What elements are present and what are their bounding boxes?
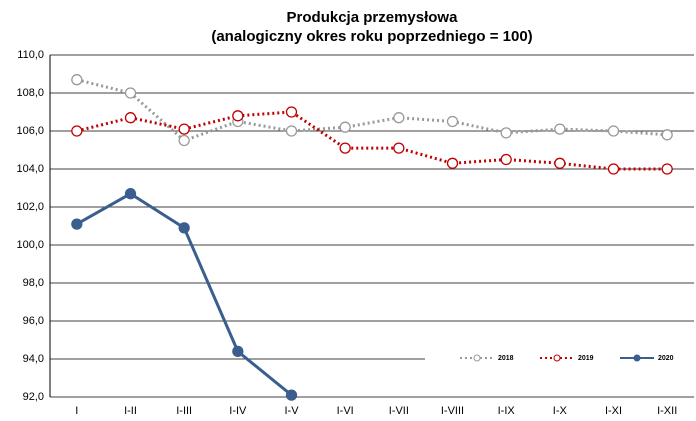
series-line <box>76 110 668 171</box>
data-point <box>339 142 351 154</box>
y-tick-label: 110,0 <box>17 49 44 61</box>
data-point <box>124 188 137 200</box>
chart-title: Produkcja przemysłowa <box>287 9 459 26</box>
x-tick-label: I-IV <box>229 405 247 417</box>
data-point <box>285 389 298 401</box>
x-tick-label: I-VIII <box>441 405 464 417</box>
data-point <box>71 125 83 137</box>
data-point <box>178 123 190 135</box>
data-point <box>661 163 673 175</box>
legend-label: 2018 <box>498 355 514 362</box>
y-tick-label: 92,0 <box>23 391 44 403</box>
x-tick-label: I-VII <box>389 405 409 417</box>
y-tick-label: 108,0 <box>16 87 44 99</box>
x-tick-label: I-IX <box>498 405 516 417</box>
data-point <box>232 110 244 122</box>
x-tick-label: I-XII <box>657 405 677 417</box>
data-point <box>500 153 512 166</box>
data-point <box>554 123 566 135</box>
y-tick-label: 96,0 <box>23 315 44 327</box>
data-point <box>446 157 459 169</box>
data-point <box>661 129 673 141</box>
data-point <box>607 163 620 175</box>
data-point <box>178 222 190 234</box>
chart-subtitle: (analogiczny okres roku poprzedniego = 1… <box>211 28 532 45</box>
legend-marker <box>633 354 641 362</box>
data-point <box>71 218 83 230</box>
data-point <box>124 87 137 99</box>
data-point <box>339 121 351 133</box>
y-tick-label: 106,0 <box>16 125 44 137</box>
x-tick-label: I-III <box>176 405 192 417</box>
data-point <box>232 345 244 358</box>
series-line <box>76 78 668 143</box>
data-point <box>554 157 566 169</box>
data-point <box>178 134 190 147</box>
y-tick-label: 94,0 <box>23 353 44 365</box>
data-point <box>500 127 512 139</box>
data-point <box>285 106 298 118</box>
legend-marker <box>553 354 561 362</box>
x-tick-label: I <box>75 405 78 417</box>
data-point <box>393 142 405 154</box>
y-tick-label: 100,0 <box>16 239 44 251</box>
y-tick-label: 98,0 <box>23 277 44 289</box>
x-tick-label: I-XI <box>605 405 622 417</box>
data-point <box>285 125 298 137</box>
data-point <box>446 115 459 128</box>
legend-label: 2019 <box>578 355 594 362</box>
data-point <box>607 125 620 137</box>
legend-label: 2020 <box>658 355 674 362</box>
y-tick-label: 102,0 <box>16 201 44 213</box>
data-point <box>124 112 137 124</box>
data-point <box>393 112 405 124</box>
data-point <box>71 74 83 86</box>
x-tick-label: I-VI <box>337 405 354 417</box>
y-tick-label: 104,0 <box>16 163 44 175</box>
x-tick-label: I-V <box>284 405 299 417</box>
x-tick-label: I-X <box>553 405 568 417</box>
x-tick-label: I-II <box>124 405 137 417</box>
legend-marker <box>473 354 481 362</box>
